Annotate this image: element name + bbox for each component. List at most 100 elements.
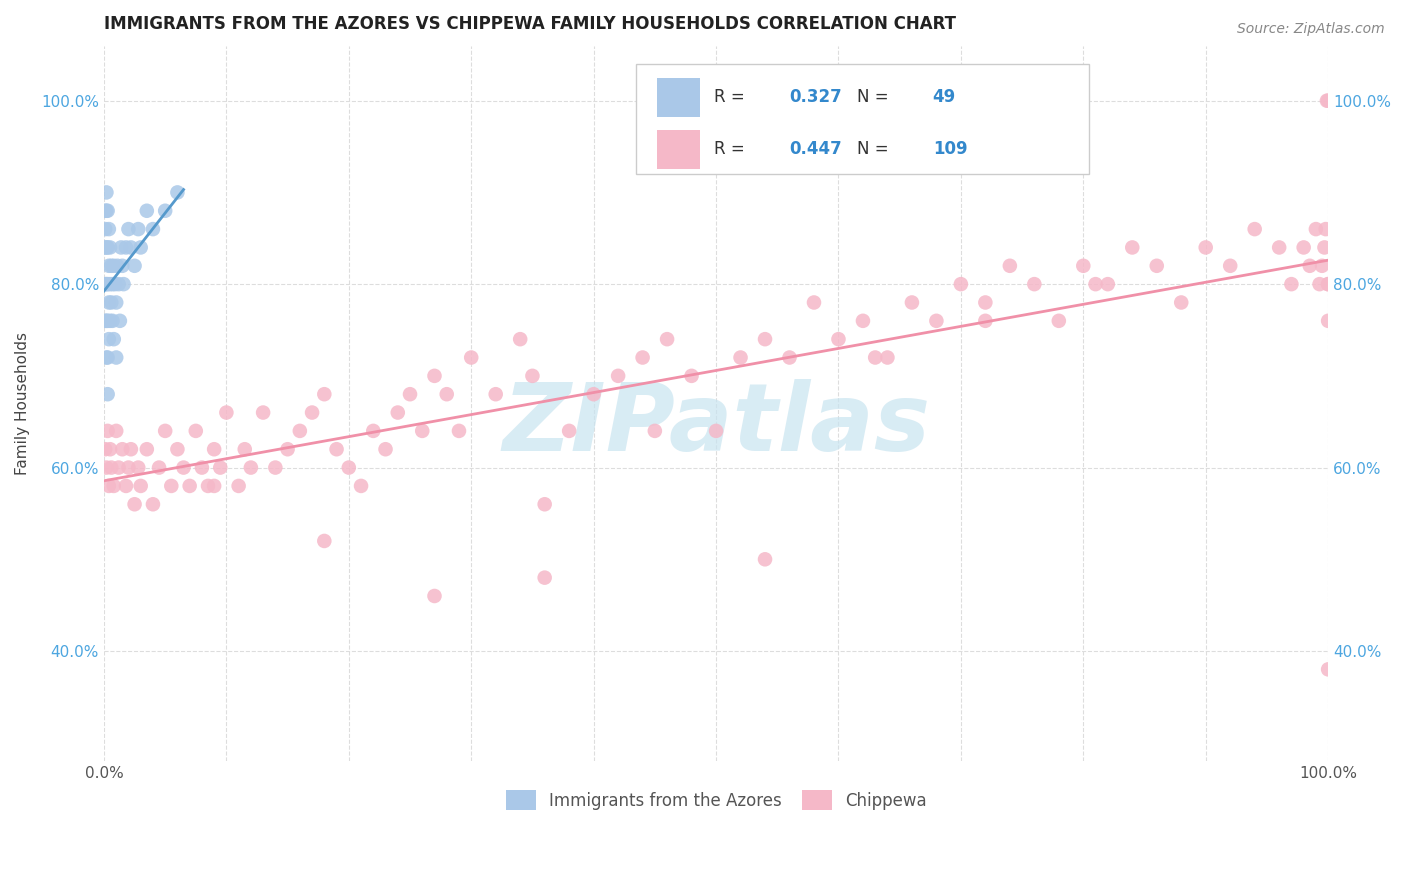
Point — [179, 479, 201, 493]
Point — [94, 314, 117, 328]
Y-axis label: Family Households: Family Households — [15, 332, 30, 475]
Point — [681, 368, 703, 383]
Point — [129, 479, 152, 493]
Point — [239, 460, 262, 475]
Point — [153, 424, 176, 438]
Point — [460, 351, 482, 365]
Text: R =: R = — [714, 88, 749, 106]
Legend: Immigrants from the Azores, Chippewa: Immigrants from the Azores, Chippewa — [499, 783, 934, 817]
Text: R =: R = — [714, 140, 749, 159]
Point — [1313, 240, 1336, 254]
Point — [730, 351, 752, 365]
Point — [1292, 240, 1315, 254]
Point — [97, 332, 120, 346]
Text: 109: 109 — [932, 140, 967, 159]
Point — [184, 424, 207, 438]
Point — [153, 203, 176, 218]
Point — [411, 424, 433, 438]
Point — [97, 295, 120, 310]
Point — [423, 589, 446, 603]
Point — [103, 479, 125, 493]
Point — [1317, 277, 1340, 292]
Point — [101, 277, 124, 292]
Point — [1281, 277, 1303, 292]
Point — [135, 203, 157, 218]
Text: 49: 49 — [932, 88, 956, 106]
Point — [1047, 314, 1070, 328]
Point — [1305, 222, 1327, 236]
Point — [94, 203, 117, 218]
Point — [314, 533, 336, 548]
Point — [252, 405, 274, 419]
Point — [127, 460, 149, 475]
Point — [558, 424, 581, 438]
Point — [754, 552, 776, 566]
Text: Source: ZipAtlas.com: Source: ZipAtlas.com — [1237, 22, 1385, 37]
Point — [533, 571, 555, 585]
Text: 0.327: 0.327 — [790, 88, 842, 106]
Point — [1317, 314, 1340, 328]
Point — [1146, 259, 1168, 273]
Point — [98, 277, 121, 292]
Point — [98, 442, 121, 457]
Point — [361, 424, 384, 438]
Point — [96, 186, 118, 200]
Text: N =: N = — [856, 88, 894, 106]
Point — [166, 442, 188, 457]
Text: N =: N = — [856, 140, 894, 159]
Point — [264, 460, 287, 475]
Point — [97, 222, 120, 236]
Point — [124, 497, 146, 511]
Point — [1268, 240, 1291, 254]
Point — [233, 442, 256, 457]
Point — [533, 497, 555, 511]
Point — [191, 460, 214, 475]
Point — [142, 222, 165, 236]
Point — [103, 332, 125, 346]
Point — [704, 424, 727, 438]
Point — [436, 387, 458, 401]
Point — [197, 479, 219, 493]
Point — [117, 222, 139, 236]
Point — [115, 479, 138, 493]
Point — [97, 424, 120, 438]
Point — [485, 387, 508, 401]
Point — [1317, 94, 1340, 108]
Point — [1024, 277, 1046, 292]
Point — [112, 277, 135, 292]
Point — [1243, 222, 1265, 236]
Point — [120, 240, 142, 254]
Point — [655, 332, 678, 346]
Point — [779, 351, 801, 365]
Point — [98, 240, 121, 254]
Point — [103, 259, 125, 273]
Point — [94, 442, 117, 457]
Point — [97, 259, 120, 273]
Point — [277, 442, 299, 457]
Point — [100, 295, 122, 310]
Text: 0.447: 0.447 — [790, 140, 842, 159]
Point — [107, 259, 129, 273]
Point — [160, 479, 183, 493]
Text: IMMIGRANTS FROM THE AZORES VS CHIPPEWA FAMILY HOUSEHOLDS CORRELATION CHART: IMMIGRANTS FROM THE AZORES VS CHIPPEWA F… — [104, 15, 956, 33]
Point — [631, 351, 654, 365]
Point — [901, 295, 924, 310]
Point — [350, 479, 373, 493]
Point — [509, 332, 531, 346]
Point — [399, 387, 422, 401]
Point — [1315, 222, 1337, 236]
Point — [644, 424, 666, 438]
Point — [96, 240, 118, 254]
Point — [105, 424, 128, 438]
Point — [97, 277, 120, 292]
Point — [124, 259, 146, 273]
Point — [173, 460, 195, 475]
Point — [1084, 277, 1107, 292]
Point — [94, 277, 117, 292]
Point — [94, 222, 117, 236]
Point — [96, 203, 118, 218]
Point — [314, 387, 336, 401]
Point — [97, 479, 120, 493]
Point — [135, 442, 157, 457]
Point — [863, 351, 886, 365]
